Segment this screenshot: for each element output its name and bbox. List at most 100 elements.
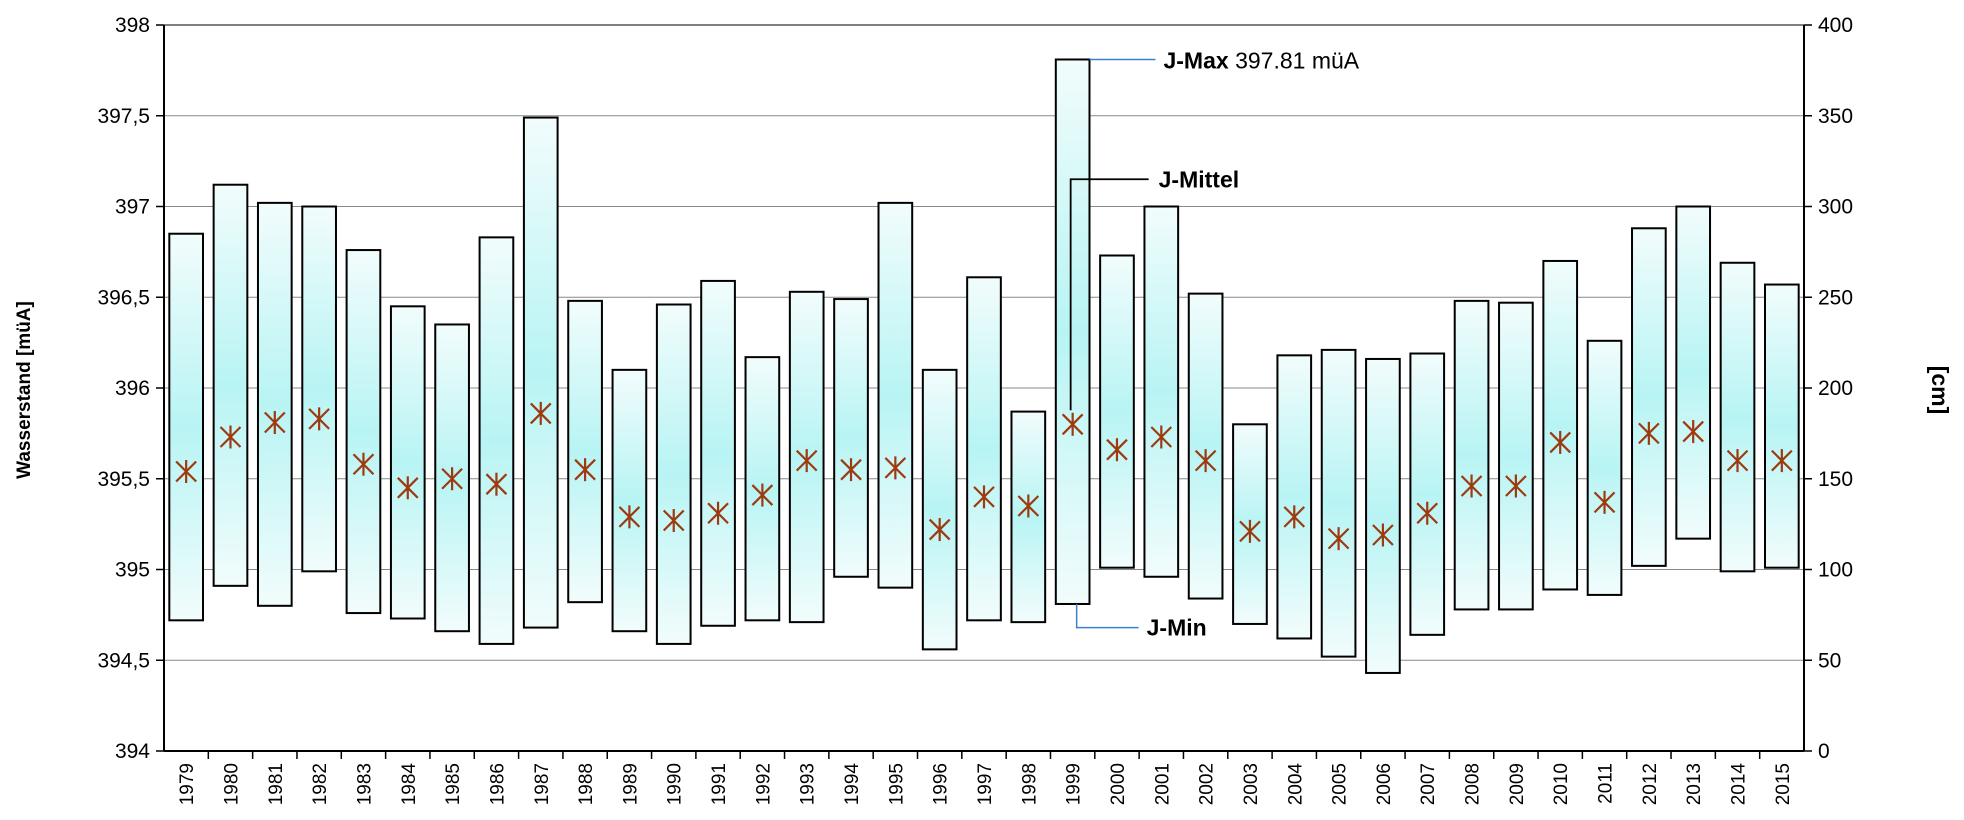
mean-marker-2015 bbox=[1771, 449, 1793, 473]
y2-tick-label: 200 bbox=[1818, 377, 1853, 400]
x-tick-label: 2012 bbox=[1640, 763, 1661, 805]
mean-marker-1980 bbox=[219, 425, 242, 449]
mean-marker-1985 bbox=[441, 467, 463, 491]
y2-tick-label: 250 bbox=[1818, 286, 1853, 309]
jmax-annotation: J-Max 397.81 müA bbox=[1163, 47, 1359, 73]
y-tick-label: 394 bbox=[115, 740, 150, 763]
x-tick-label: 2006 bbox=[1374, 763, 1395, 805]
mean-marker-1996 bbox=[928, 518, 951, 542]
y2-tick-label: 350 bbox=[1818, 105, 1853, 128]
range-bar-2014 bbox=[1719, 261, 1756, 573]
range-bar-1980 bbox=[212, 183, 249, 587]
jmin-label: J-Min bbox=[1147, 615, 1207, 641]
mean-marker-2010 bbox=[1549, 430, 1571, 454]
mean-marker-1999 bbox=[1061, 412, 1084, 436]
y-tick-label: 397,5 bbox=[97, 105, 150, 128]
x-tick-label: 1983 bbox=[354, 763, 375, 805]
mean-marker-2011 bbox=[1593, 490, 1616, 514]
x-tick-label: 2013 bbox=[1684, 763, 1705, 805]
y2-tick-label: 0 bbox=[1818, 740, 1830, 763]
mean-marker-1988 bbox=[574, 458, 596, 482]
mean-markers bbox=[175, 401, 1793, 551]
mean-marker-1994 bbox=[840, 458, 862, 482]
x-tick-label: 1995 bbox=[886, 763, 907, 805]
x-tick-label: 1980 bbox=[221, 763, 242, 805]
range-bar-1995 bbox=[877, 201, 914, 589]
tick-labels: 394 394,5 395 395,5 396 396,5 397 397,5 398 0 50 10… bbox=[97, 14, 1853, 805]
mean-marker-2009 bbox=[1505, 474, 1527, 498]
x-tick-label: 1990 bbox=[665, 763, 686, 805]
x-tick-label: 1986 bbox=[487, 763, 508, 805]
x-tick-label: 2005 bbox=[1330, 763, 1351, 805]
x-tick-label: 1996 bbox=[931, 763, 952, 805]
axes bbox=[156, 24, 1812, 759]
range-bar-2004 bbox=[1276, 354, 1313, 640]
jmittel-leader bbox=[1069, 178, 1149, 411]
y-tick-label: 394,5 bbox=[97, 649, 150, 672]
jmin-leader bbox=[1075, 603, 1139, 629]
mean-marker-2007 bbox=[1416, 501, 1439, 525]
range-bar-2011 bbox=[1586, 339, 1623, 596]
range-bar-1991 bbox=[700, 279, 736, 627]
mean-marker-2002 bbox=[1194, 449, 1217, 473]
y2-tick-label: 50 bbox=[1818, 649, 1841, 672]
x-tick-label: 1982 bbox=[310, 763, 331, 805]
mean-marker-1995 bbox=[884, 456, 907, 480]
jmittel-label: J-Mittel bbox=[1159, 166, 1240, 192]
x-tick-label: 1981 bbox=[266, 763, 287, 805]
mean-marker-1983 bbox=[352, 452, 375, 476]
x-tick-label: 2015 bbox=[1773, 763, 1794, 805]
y-tick-label: 395,5 bbox=[97, 468, 150, 491]
mean-marker-2003 bbox=[1239, 519, 1261, 543]
range-bar-2010 bbox=[1542, 259, 1579, 591]
range-bar-2009 bbox=[1498, 301, 1534, 611]
range-bar-1994 bbox=[833, 298, 869, 578]
x-tick-label: 2004 bbox=[1285, 763, 1306, 806]
range-bar-2012 bbox=[1631, 227, 1667, 567]
range-bar-1983 bbox=[345, 249, 382, 615]
jmax-label: J-Max bbox=[1163, 47, 1228, 73]
y-tick-label: 398 bbox=[115, 14, 150, 37]
range-bar-1997 bbox=[966, 276, 1002, 622]
range-bar-1988 bbox=[567, 299, 603, 604]
range-bar-2013 bbox=[1675, 205, 1712, 540]
mean-marker-1981 bbox=[264, 410, 286, 434]
x-tick-label: 1993 bbox=[798, 763, 819, 805]
x-tick-label: 1994 bbox=[842, 763, 863, 806]
x-tick-label: 2011 bbox=[1596, 763, 1617, 804]
x-tick-label: 2001 bbox=[1152, 763, 1173, 805]
x-tick-label: 1999 bbox=[1064, 763, 1085, 805]
y-axis-title: Wasserstand [müA] bbox=[14, 301, 35, 479]
range-bar-1996 bbox=[921, 368, 958, 651]
mean-marker-1989 bbox=[618, 505, 641, 529]
range-bar-2000 bbox=[1099, 254, 1135, 569]
mean-marker-2004 bbox=[1283, 505, 1306, 529]
y2-tick-label: 300 bbox=[1818, 196, 1853, 219]
mean-marker-2013 bbox=[1682, 420, 1704, 444]
mean-marker-1993 bbox=[795, 449, 818, 473]
range-bar-1984 bbox=[389, 305, 426, 620]
x-tick-label: 1985 bbox=[443, 763, 464, 805]
mean-marker-1990 bbox=[662, 508, 685, 532]
mean-marker-2000 bbox=[1106, 438, 1128, 462]
x-tick-label: 1998 bbox=[1019, 763, 1040, 805]
mean-marker-1992 bbox=[751, 483, 774, 507]
y2-tick-label: 400 bbox=[1818, 14, 1853, 37]
x-tick-label: 2014 bbox=[1729, 763, 1750, 806]
range-bar-2015 bbox=[1763, 283, 1800, 569]
mean-marker-1997 bbox=[973, 485, 995, 509]
jmax-value: 397.81 müA bbox=[1229, 47, 1360, 73]
x-tick-label: 1979 bbox=[177, 763, 198, 805]
mean-marker-1979 bbox=[175, 459, 197, 483]
x-tick-label: 1992 bbox=[753, 763, 774, 805]
x-tick-label: 2002 bbox=[1197, 763, 1218, 805]
y2-tick-label: 100 bbox=[1818, 559, 1853, 582]
x-tick-label: 1988 bbox=[576, 763, 597, 805]
x-tick-label: 1989 bbox=[620, 763, 641, 805]
range-bar-1982 bbox=[301, 205, 337, 573]
y-tick-label: 395 bbox=[115, 559, 150, 582]
range-bar-2002 bbox=[1187, 292, 1224, 600]
mean-marker-1998 bbox=[1017, 494, 1040, 518]
annotations: J-Max 397.81 müA J-Mittel J-Min bbox=[1069, 47, 1360, 641]
